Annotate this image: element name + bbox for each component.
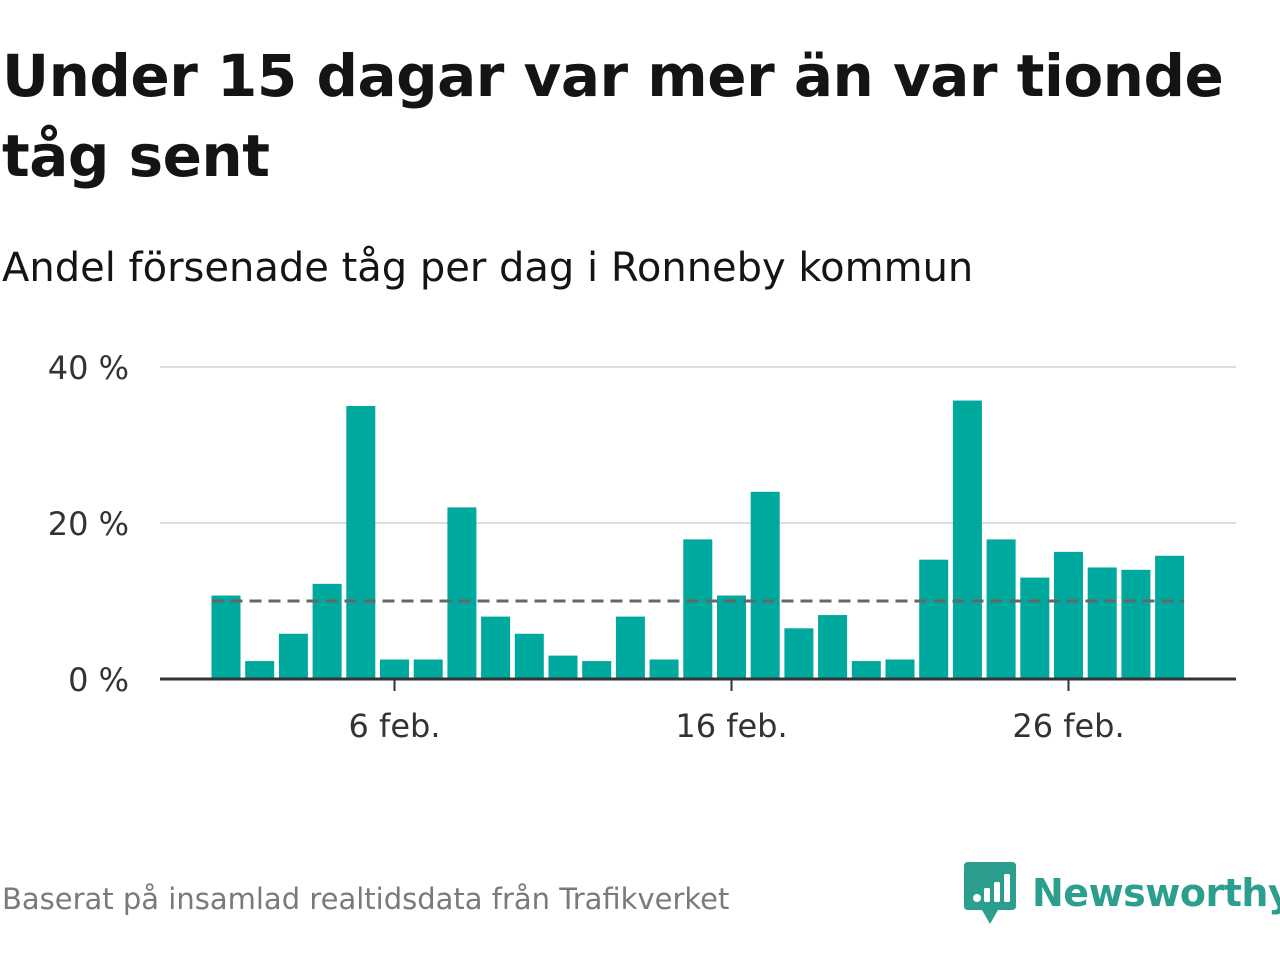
bar (278, 633, 308, 679)
bar (1054, 551, 1083, 679)
y-tick-label: 40 % (48, 349, 129, 387)
bar (683, 539, 713, 679)
bar (986, 539, 1016, 679)
bar (615, 616, 645, 679)
bar (211, 595, 241, 679)
newsworthy-logo-icon (964, 862, 1016, 924)
x-tick-label: 6 feb. (349, 707, 441, 745)
bar (312, 583, 342, 679)
bar (784, 628, 814, 679)
bar (717, 595, 746, 679)
y-tick-label: 0 % (68, 661, 129, 699)
bar (750, 491, 780, 679)
bar (413, 659, 443, 679)
chart-title: Under 15 dagar var mer än var tionde tåg… (2, 42, 1224, 190)
bar (952, 400, 982, 679)
gridlines (160, 366, 1236, 524)
bar (851, 661, 881, 679)
chart-subtitle: Andel försenade tåg per dag i Ronneby ko… (2, 245, 974, 291)
y-tick-label: 20 % (48, 505, 129, 543)
bar (649, 659, 679, 679)
x-axis: 6 feb. 16 feb. 26 feb. (160, 677, 1236, 745)
x-tick-label: 26 feb. (1012, 707, 1124, 745)
bar (1155, 555, 1185, 679)
bar (514, 633, 544, 679)
bar (818, 615, 848, 679)
bar (1121, 569, 1151, 679)
bars (211, 400, 1185, 679)
bar (447, 507, 477, 679)
bar (380, 659, 409, 679)
bar (245, 661, 275, 679)
bar (548, 655, 578, 679)
bar (582, 661, 612, 679)
bar (919, 559, 949, 679)
bar (1087, 567, 1117, 679)
brand-name: Newsworthy (1032, 871, 1280, 915)
y-axis-tick-labels: 0 % 20 % 40 % (48, 349, 129, 699)
x-tick-label: 16 feb. (675, 707, 787, 745)
source-note: Baserat på insamlad realtidsdata från Tr… (2, 882, 730, 916)
bar (346, 406, 376, 679)
bar (481, 616, 511, 679)
bar (885, 659, 915, 679)
bar (1020, 577, 1050, 679)
brand-logo-lockup[interactable]: Newsworthy (964, 860, 1280, 926)
